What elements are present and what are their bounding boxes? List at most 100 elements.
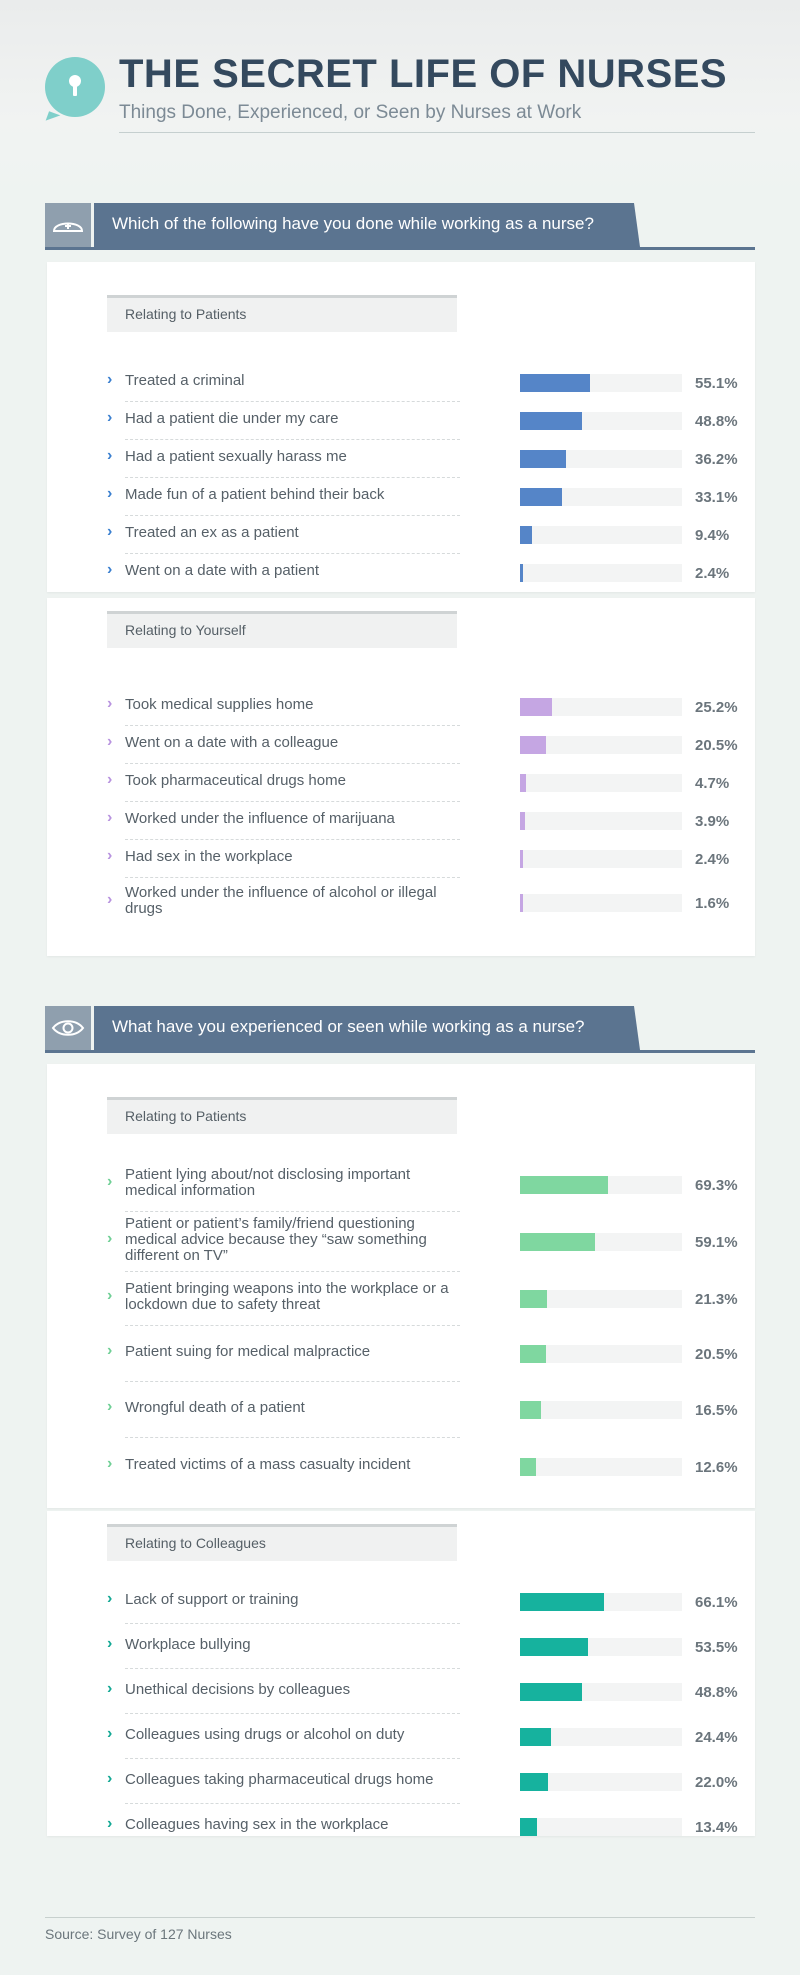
- row-divider: [125, 763, 460, 764]
- chart-row: › Lack of support or training 66.1%: [107, 1579, 738, 1624]
- bar: [520, 1176, 608, 1194]
- bar-value-label: 13.4%: [695, 1819, 738, 1836]
- bar-label: Had a patient sexually harass me: [125, 448, 347, 465]
- bar-track: [520, 774, 682, 792]
- bar-value-label: 48.8%: [695, 413, 738, 430]
- bar: [520, 1638, 588, 1656]
- bar-label: Workplace bullying: [125, 1636, 251, 1653]
- bar-track: [520, 1683, 682, 1701]
- chevron-right-icon: ›: [107, 733, 113, 750]
- group-title: Relating to Colleagues: [125, 1535, 266, 1551]
- bar-value-label: 25.2%: [695, 699, 738, 716]
- bar: [520, 526, 532, 544]
- row-divider: [125, 1271, 460, 1272]
- group-header: Relating to Patients: [107, 295, 457, 332]
- chart-row: › Had a patient sexually harass me 36.2%: [107, 440, 738, 478]
- page-title: THE SECRET LIFE OF NURSES: [119, 52, 728, 96]
- bar: [520, 1683, 582, 1701]
- bar: [520, 812, 525, 830]
- bar-value-label: 9.4%: [695, 527, 730, 544]
- chevron-right-icon: ›: [107, 891, 113, 908]
- row-divider: [125, 877, 460, 878]
- bar-label: Patient lying about/not disclosing impor…: [125, 1166, 411, 1199]
- bar-label: Colleagues taking pharmaceutical drugs h…: [125, 1771, 434, 1788]
- chevron-right-icon: ›: [107, 1680, 113, 1697]
- bar: [520, 374, 590, 392]
- bar-track: [520, 564, 682, 582]
- bar-track: [520, 1233, 682, 1251]
- bar-value-label: 55.1%: [695, 375, 738, 392]
- row-divider: [125, 1713, 460, 1714]
- nurse-cap-icon: [45, 203, 91, 247]
- row-divider: [125, 801, 460, 802]
- bar-track: [520, 488, 682, 506]
- bar-label: Worked under the influence of alcohol or…: [125, 884, 437, 917]
- bar-track: [520, 1458, 682, 1476]
- divider: [119, 132, 755, 133]
- bar-value-label: 4.7%: [695, 775, 730, 792]
- chart-row: › Patient or patient’s family/friend ques…: [107, 1212, 738, 1272]
- header-background: [0, 0, 800, 200]
- bar-value-label: 36.2%: [695, 451, 738, 468]
- bar: [520, 1233, 595, 1251]
- bar: [520, 774, 526, 792]
- row-divider: [125, 553, 460, 554]
- bar: [520, 1290, 547, 1308]
- bar-value-label: 59.1%: [695, 1234, 738, 1251]
- chevron-right-icon: ›: [107, 447, 113, 464]
- chevron-right-icon: ›: [107, 523, 113, 540]
- card-seen-colleagues: Relating to Colleagues › Lack of support …: [47, 1511, 755, 1836]
- bar-track: [520, 1593, 682, 1611]
- chart-row: › Colleagues having sex in the workplace 1…: [107, 1804, 738, 1849]
- chevron-right-icon: ›: [107, 371, 113, 388]
- group-header: Relating to Colleagues: [107, 1524, 457, 1561]
- row-divider: [125, 439, 460, 440]
- bar: [520, 1458, 536, 1476]
- keyhole-icon: [45, 57, 105, 117]
- section-banner-seen: What have you experienced or seen while …: [45, 1006, 755, 1054]
- bar: [520, 412, 582, 430]
- bar-track: [520, 698, 682, 716]
- chevron-right-icon: ›: [107, 847, 113, 864]
- bar-track: [520, 1290, 682, 1308]
- bar-label: Wrongful death of a patient: [125, 1399, 305, 1416]
- bar-value-label: 1.6%: [695, 895, 730, 912]
- chart-row: › Worked under the influence of alcohol o…: [107, 878, 737, 928]
- bar-value-label: 21.3%: [695, 1291, 738, 1308]
- chart-row: › Treated a criminal 55.1%: [107, 364, 738, 402]
- card-done-yourself: Relating to Yourself › Took medical suppl…: [47, 598, 755, 956]
- row-divider: [125, 1758, 460, 1759]
- group-title: Relating to Patients: [125, 1108, 247, 1124]
- bar: [520, 894, 523, 912]
- section-question-bar: [94, 203, 640, 247]
- chart-row: › Treated an ex as a patient 9.4%: [107, 516, 737, 554]
- row-divider: [125, 725, 460, 726]
- chart-row: › Took medical supplies home 25.2%: [107, 688, 738, 726]
- section-question: What have you experienced or seen while …: [112, 1017, 585, 1036]
- row-divider: [125, 1211, 460, 1212]
- bar-track: [520, 894, 682, 912]
- bar-track: [520, 412, 682, 430]
- bar: [520, 450, 566, 468]
- bar-track: [520, 1401, 682, 1419]
- bar-value-label: 20.5%: [695, 737, 738, 754]
- section-banner-done: Which of the following have you done whi…: [45, 203, 755, 251]
- group-header: Relating to Patients: [107, 1097, 457, 1134]
- chevron-right-icon: ›: [107, 1725, 113, 1742]
- eye-icon: [45, 1006, 91, 1050]
- bar: [520, 698, 552, 716]
- chevron-right-icon: ›: [107, 1455, 113, 1472]
- chart-row: › Patient lying about/not disclosing impo…: [107, 1158, 738, 1212]
- bar-label: Lack of support or training: [125, 1591, 299, 1608]
- chevron-right-icon: ›: [107, 485, 113, 502]
- bar-label: Worked under the influence of marijuana: [125, 810, 395, 827]
- bar-label: Had sex in the workplace: [125, 848, 293, 865]
- chevron-right-icon: ›: [107, 1590, 113, 1607]
- bar-track: [520, 736, 682, 754]
- chevron-right-icon: ›: [107, 1173, 113, 1190]
- chevron-right-icon: ›: [107, 1342, 113, 1359]
- section-question-bar: [94, 1006, 640, 1050]
- bar-label: Colleagues having sex in the workplace: [125, 1816, 389, 1833]
- chart-row: › Wrongful death of a patient 16.5%: [107, 1382, 738, 1438]
- chevron-right-icon: ›: [107, 561, 113, 578]
